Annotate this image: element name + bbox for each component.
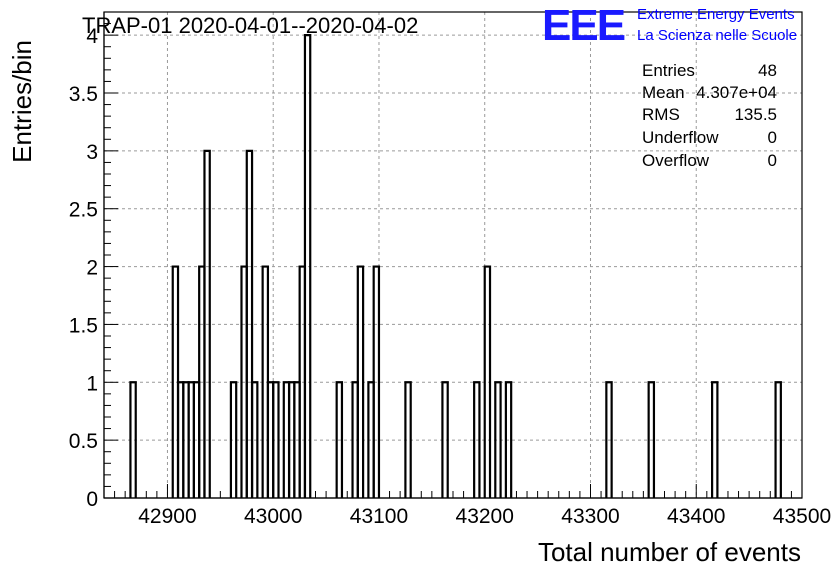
histogram-bin — [203, 149, 211, 498]
stats-rms-label: RMS — [642, 105, 680, 124]
y-tick-label: 1.5 — [69, 314, 98, 337]
histogram-bin — [473, 381, 481, 498]
histogram-bin — [774, 381, 782, 498]
stats-rms-value: 135.5 — [734, 105, 777, 124]
eee-logo-line1: Extreme Energy Events — [637, 6, 795, 23]
y-tick-label: 1 — [86, 372, 98, 395]
stats-underflow-label: Underflow — [642, 128, 719, 147]
x-tick-label: 42900 — [138, 505, 196, 528]
y-tick-label: 4 — [86, 25, 98, 48]
axes — [103, 11, 803, 499]
histogram-bars — [129, 34, 782, 498]
eee-logo-mark: EEE — [542, 1, 625, 50]
x-tick-labels: 42900 43000 43100 43200 43300 43400 43500 — [138, 505, 831, 528]
x-tick-label: 43100 — [350, 505, 408, 528]
stats-entries-value: 48 — [758, 61, 777, 80]
eee-logo: EEE Extreme Energy Events La Scienza nel… — [542, 1, 797, 50]
stats-overflow-value: 0 — [768, 151, 777, 170]
histogram-bin — [483, 265, 492, 498]
stats-overflow-label: Overflow — [642, 151, 710, 170]
x-tick-label: 43400 — [667, 505, 725, 528]
y-tick-label: 0.5 — [69, 430, 98, 453]
histogram-bin — [229, 381, 238, 498]
x-tick-label: 43500 — [773, 505, 831, 528]
y-tick-label: 2.5 — [69, 199, 98, 222]
histogram-bin — [272, 381, 280, 498]
x-tick-label: 43000 — [244, 505, 302, 528]
stats-mean-label: Mean — [642, 83, 685, 102]
histogram-bin — [494, 381, 502, 498]
grid-lines — [104, 12, 802, 498]
eee-logo-line2: La Scienza nelle Scuole — [637, 27, 797, 44]
histogram-bin — [129, 381, 137, 498]
x-tick-label: 43200 — [456, 505, 514, 528]
histogram-bin — [335, 381, 344, 498]
histogram-bin — [404, 381, 412, 498]
histogram-bin — [303, 34, 312, 498]
histogram-bin — [250, 381, 259, 498]
chart-title: TRAP-01 2020-04-01--2020-04-02 — [82, 13, 418, 38]
stats-mean-value: 4.307e+04 — [696, 83, 777, 102]
histogram-bin — [647, 381, 656, 498]
stats-entries-label: Entries — [642, 61, 695, 80]
histogram-bin — [711, 381, 719, 498]
y-tick-label: 2 — [86, 257, 98, 280]
y-tick-label: 0 — [86, 488, 98, 511]
y-tick-label: 3.5 — [69, 83, 98, 106]
x-axis-title: Total number of events — [538, 537, 801, 567]
stats-box: Entries 48 Mean 4.307e+04 RMS 135.5 Unde… — [642, 61, 777, 170]
y-axis-title: Entries/bin — [7, 40, 37, 163]
histogram-bin — [504, 381, 513, 498]
histogram-bin — [372, 265, 381, 498]
histogram-bin — [356, 265, 365, 498]
x-tick-label: 43300 — [561, 505, 619, 528]
y-tick-labels: 0 0.5 1 1.5 2 2.5 3 3.5 4 — [69, 25, 99, 511]
stats-underflow-value: 0 — [768, 128, 777, 147]
y-tick-label: 3 — [86, 141, 98, 164]
histogram-bin — [441, 381, 449, 498]
histogram-bin — [605, 381, 613, 498]
histogram-bin — [245, 149, 254, 498]
